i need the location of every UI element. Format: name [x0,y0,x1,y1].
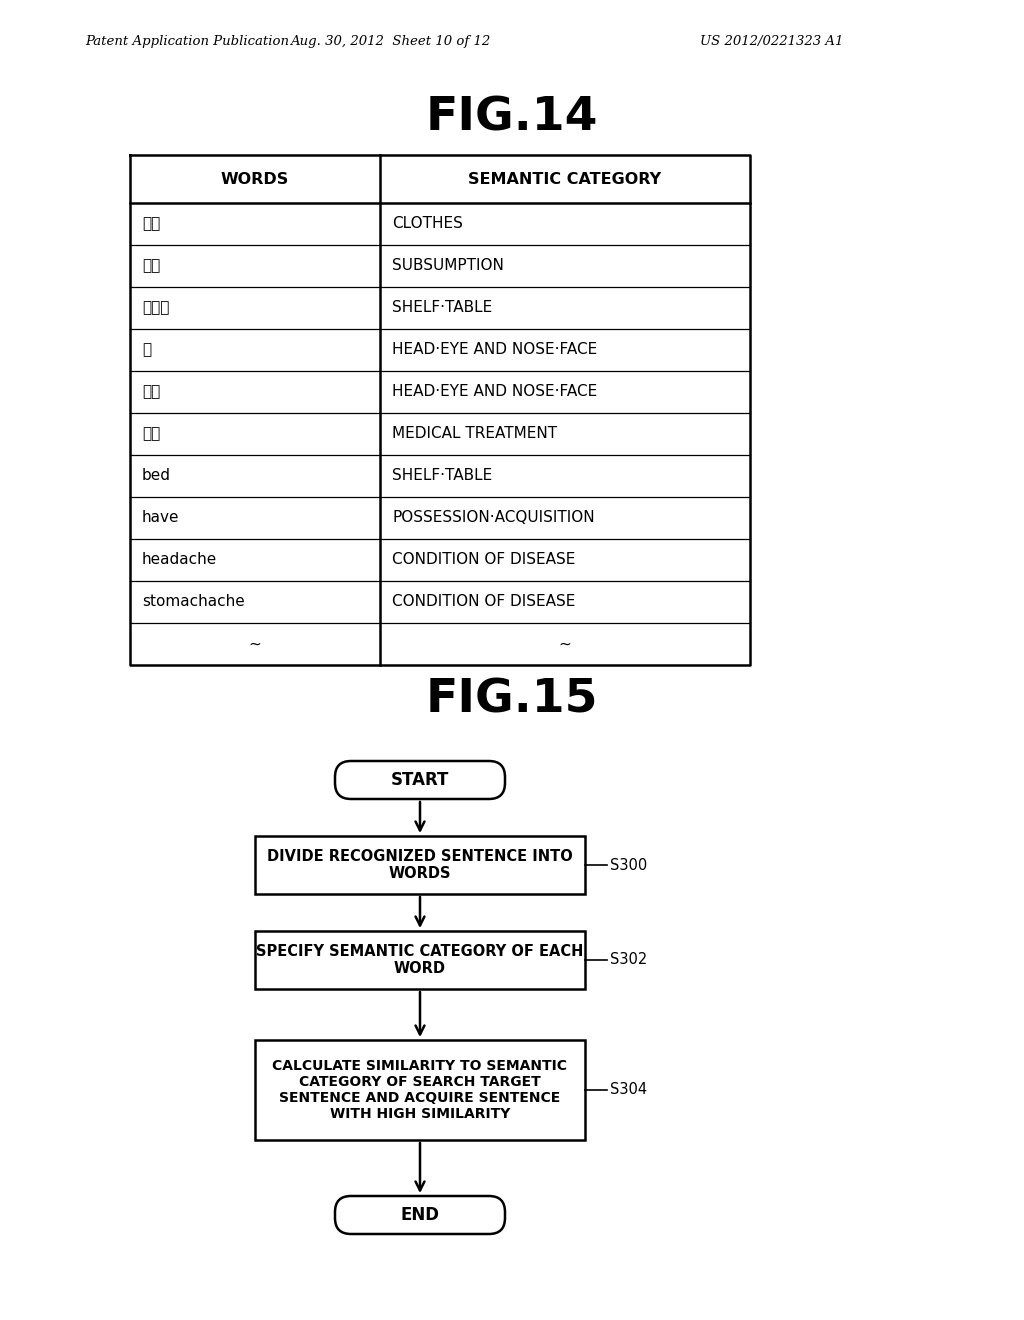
Text: START: START [391,771,450,789]
Bar [255,931,585,989]
Text: Aug. 30, 2012  Sheet 10 of 12: Aug. 30, 2012 Sheet 10 of 12 [290,36,490,49]
Text: END: END [400,1206,439,1224]
Text: HEAD·EYE AND NOSE·FACE: HEAD·EYE AND NOSE·FACE [392,384,597,400]
Text: SHELF·TABLE: SHELF·TABLE [392,301,493,315]
Text: お腹: お腹 [142,384,160,400]
Text: ~: ~ [249,636,261,652]
Text: Patent Application Publication: Patent Application Publication [85,36,289,49]
FancyBboxPatch shape [335,762,505,799]
Text: CALCULATE SIMILARITY TO SEMANTIC
CATEGORY OF SEARCH TARGET
SENTENCE AND ACQUIRE : CALCULATE SIMILARITY TO SEMANTIC CATEGOR… [272,1059,567,1121]
Text: 脅ぎ: 脅ぎ [142,259,160,273]
Text: 注射: 注射 [142,426,160,441]
FancyBboxPatch shape [335,1196,505,1234]
Text: 上着: 上着 [142,216,160,231]
Text: US 2012/0221323 A1: US 2012/0221323 A1 [700,36,844,49]
Text: SHELF·TABLE: SHELF·TABLE [392,469,493,483]
Text: SPECIFY SEMANTIC CATEGORY OF EACH
WORD: SPECIFY SEMANTIC CATEGORY OF EACH WORD [256,944,584,977]
Text: FIG.14: FIG.14 [426,95,598,140]
Text: bed: bed [142,469,171,483]
Text: headache: headache [142,553,217,568]
Text: ベッド: ベッド [142,301,169,315]
Text: SUBSUMPTION: SUBSUMPTION [392,259,504,273]
Text: S304: S304 [610,1082,647,1097]
Text: MEDICAL TREATMENT: MEDICAL TREATMENT [392,426,557,441]
Text: ~: ~ [559,636,571,652]
Text: CLOTHES: CLOTHES [392,216,463,231]
Bar [255,836,585,894]
Text: POSSESSION·ACQUISITION: POSSESSION·ACQUISITION [392,511,595,525]
Text: CONDITION OF DISEASE: CONDITION OF DISEASE [392,553,575,568]
Text: FIG.15: FIG.15 [426,677,598,722]
Text: DIVIDE RECOGNIZED SENTENCE INTO
WORDS: DIVIDE RECOGNIZED SENTENCE INTO WORDS [267,849,572,882]
Bar [255,1040,585,1140]
Text: HEAD·EYE AND NOSE·FACE: HEAD·EYE AND NOSE·FACE [392,342,597,358]
Text: WORDS: WORDS [221,172,289,186]
Text: CONDITION OF DISEASE: CONDITION OF DISEASE [392,594,575,610]
Text: S302: S302 [610,953,647,968]
Text: S300: S300 [610,858,647,873]
Text: SEMANTIC CATEGORY: SEMANTIC CATEGORY [468,172,662,186]
Text: 頭: 頭 [142,342,152,358]
Text: stomachache: stomachache [142,594,245,610]
Text: have: have [142,511,179,525]
